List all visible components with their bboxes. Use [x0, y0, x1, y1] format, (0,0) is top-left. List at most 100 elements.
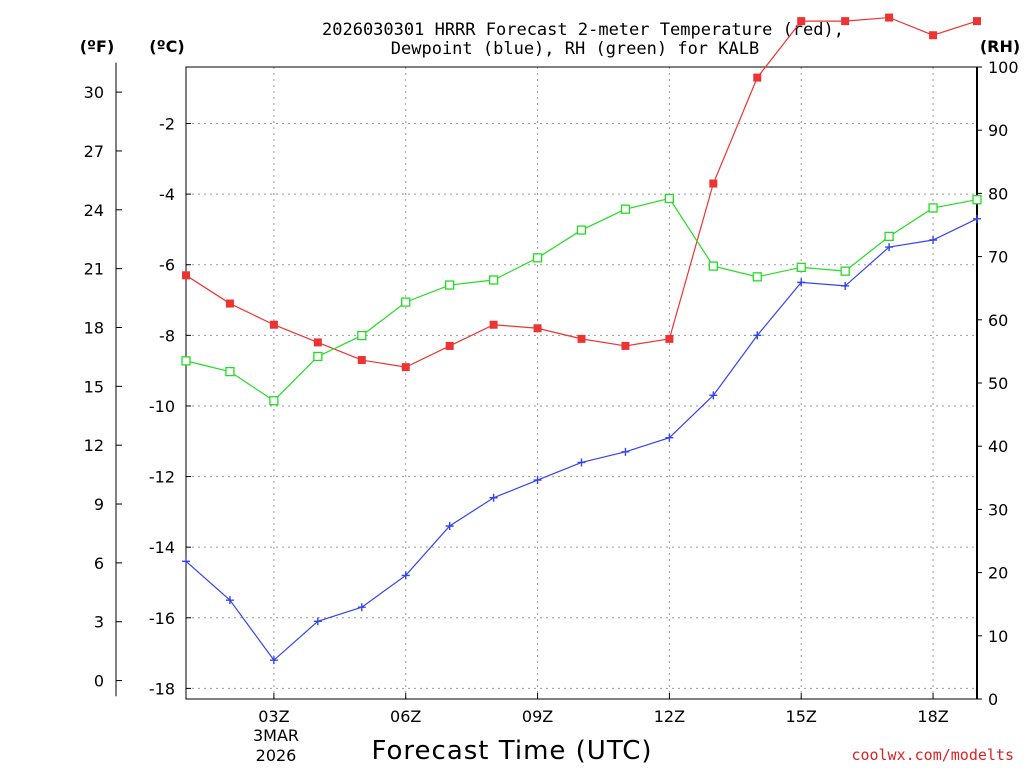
data-point-rh — [884, 231, 894, 242]
series-line-temperature — [185, 16, 978, 368]
rh-tick-label: 30 — [988, 500, 1008, 519]
fahrenheit-tick-label: 9 — [94, 495, 104, 514]
data-point-rh — [972, 195, 982, 205]
data-point-dewpoint — [621, 447, 630, 456]
rh-tick-label: 10 — [988, 627, 1008, 646]
data-point-rh — [181, 356, 191, 366]
data-point-temperature — [445, 341, 454, 350]
data-point-dewpoint — [577, 458, 586, 467]
fahrenheit-tick-label: 30 — [84, 83, 104, 102]
data-point-temperature — [621, 341, 630, 350]
data-point-temperature — [357, 356, 366, 365]
x-tick-label: 06Z — [390, 707, 421, 726]
rh-tick-label: 70 — [988, 248, 1008, 267]
data-point-dewpoint — [489, 493, 498, 502]
data-point-rh — [664, 193, 675, 204]
data-point-dewpoint — [841, 281, 850, 290]
data-point-rh — [313, 351, 323, 362]
celsius-tick-label: -10 — [149, 397, 175, 416]
fahrenheit-tick-label: 21 — [84, 260, 104, 279]
data-point-dewpoint — [269, 656, 278, 665]
data-point-rh — [357, 330, 367, 341]
data-point-rh — [532, 253, 543, 263]
fahrenheit-tick-label: 0 — [94, 672, 104, 691]
fahrenheit-tick-label: 18 — [84, 318, 104, 337]
rh-tick-label: 60 — [988, 311, 1008, 330]
data-point-rh — [928, 203, 938, 213]
celsius-tick-label: -8 — [159, 326, 175, 345]
chart-title-line-1: 2026030301 HRRR Forecast 2-meter Tempera… — [322, 20, 844, 40]
rh-tick-label: 80 — [988, 184, 1008, 203]
grid-lines — [186, 67, 977, 699]
data-point-rh — [796, 262, 806, 272]
data-point-temperature — [577, 334, 586, 343]
celsius-tick-label: -18 — [149, 679, 175, 698]
x-tick-label: 03Z — [258, 707, 289, 726]
data-point-rh — [840, 266, 850, 276]
data-point-temperature — [841, 17, 850, 26]
series-dewpoint — [182, 214, 981, 665]
plot-frame — [185, 66, 978, 700]
series-temperature — [182, 13, 981, 372]
x-tick-label: 18Z — [917, 707, 948, 726]
data-point-temperature — [929, 31, 938, 40]
data-point-temperature — [973, 17, 981, 26]
data-point-temperature — [225, 299, 234, 308]
rh-tick-label: 100 — [988, 58, 1019, 77]
data-point-dewpoint — [357, 603, 366, 612]
celsius-tick-label: -14 — [149, 538, 175, 557]
data-point-rh — [401, 297, 411, 307]
rh-tick-label: 50 — [988, 374, 1008, 393]
celsius-tick-label: -2 — [159, 114, 175, 133]
data-point-temperature — [489, 320, 498, 329]
celsius-tick-label: -16 — [149, 609, 175, 628]
data-point-dewpoint — [445, 521, 454, 530]
tick-labels: 302724211815129630-2-4-6-8-10-12-14-16-1… — [84, 58, 1019, 726]
chart-title-line-2: Dewpoint (blue), RH (green) for KALB — [391, 39, 759, 59]
fahrenheit-tick-label: 24 — [84, 201, 104, 220]
data-point-temperature — [665, 334, 674, 343]
data-point-dewpoint — [182, 557, 190, 566]
data-point-rh — [488, 275, 499, 285]
series-rh — [181, 193, 982, 406]
fahrenheit-tick-label: 15 — [84, 377, 104, 396]
fahrenheit-unit-label: (ºF) — [80, 37, 115, 56]
data-point-dewpoint — [929, 236, 938, 245]
x-tick-label: 15Z — [786, 707, 817, 726]
data-point-temperature — [709, 179, 718, 188]
source-credit[interactable]: coolwx.com/modelts — [851, 746, 1014, 764]
fahrenheit-tick-label: 27 — [84, 142, 104, 161]
x-axis-title: Forecast Time (UTC) — [371, 736, 652, 766]
celsius-tick-label: -4 — [159, 185, 175, 204]
data-point-rh — [708, 261, 718, 271]
date-label-month: 3MAR — [253, 726, 299, 745]
fahrenheit-tick-label: 6 — [94, 554, 104, 573]
data-point-rh — [620, 204, 631, 214]
data-point-rh — [752, 272, 762, 282]
data-point-temperature — [401, 363, 410, 372]
fahrenheit-tick-label: 12 — [84, 436, 104, 455]
series-line-dewpoint — [185, 218, 978, 662]
data-point-temperature — [797, 17, 806, 26]
rh-unit-label: (RH) — [980, 37, 1020, 56]
data-point-temperature — [885, 13, 894, 22]
celsius-tick-label: -6 — [159, 256, 175, 275]
data-point-dewpoint — [665, 433, 674, 442]
data-point-dewpoint — [533, 476, 542, 485]
data-point-dewpoint — [797, 278, 806, 287]
rh-tick-label: 40 — [988, 437, 1008, 456]
rh-tick-label: 0 — [988, 690, 998, 709]
data-point-rh — [576, 225, 587, 235]
data-series — [181, 13, 982, 665]
data-point-rh — [445, 280, 455, 290]
data-point-dewpoint — [973, 214, 981, 223]
data-point-dewpoint — [401, 571, 410, 580]
fahrenheit-tick-label: 3 — [94, 613, 104, 632]
celsius-tick-label: -12 — [149, 468, 175, 487]
data-point-dewpoint — [885, 243, 894, 252]
data-point-rh — [225, 366, 235, 377]
celsius-unit-label: (ºC) — [149, 37, 184, 56]
x-tick-label: 09Z — [522, 707, 553, 726]
data-point-rh — [269, 396, 279, 406]
